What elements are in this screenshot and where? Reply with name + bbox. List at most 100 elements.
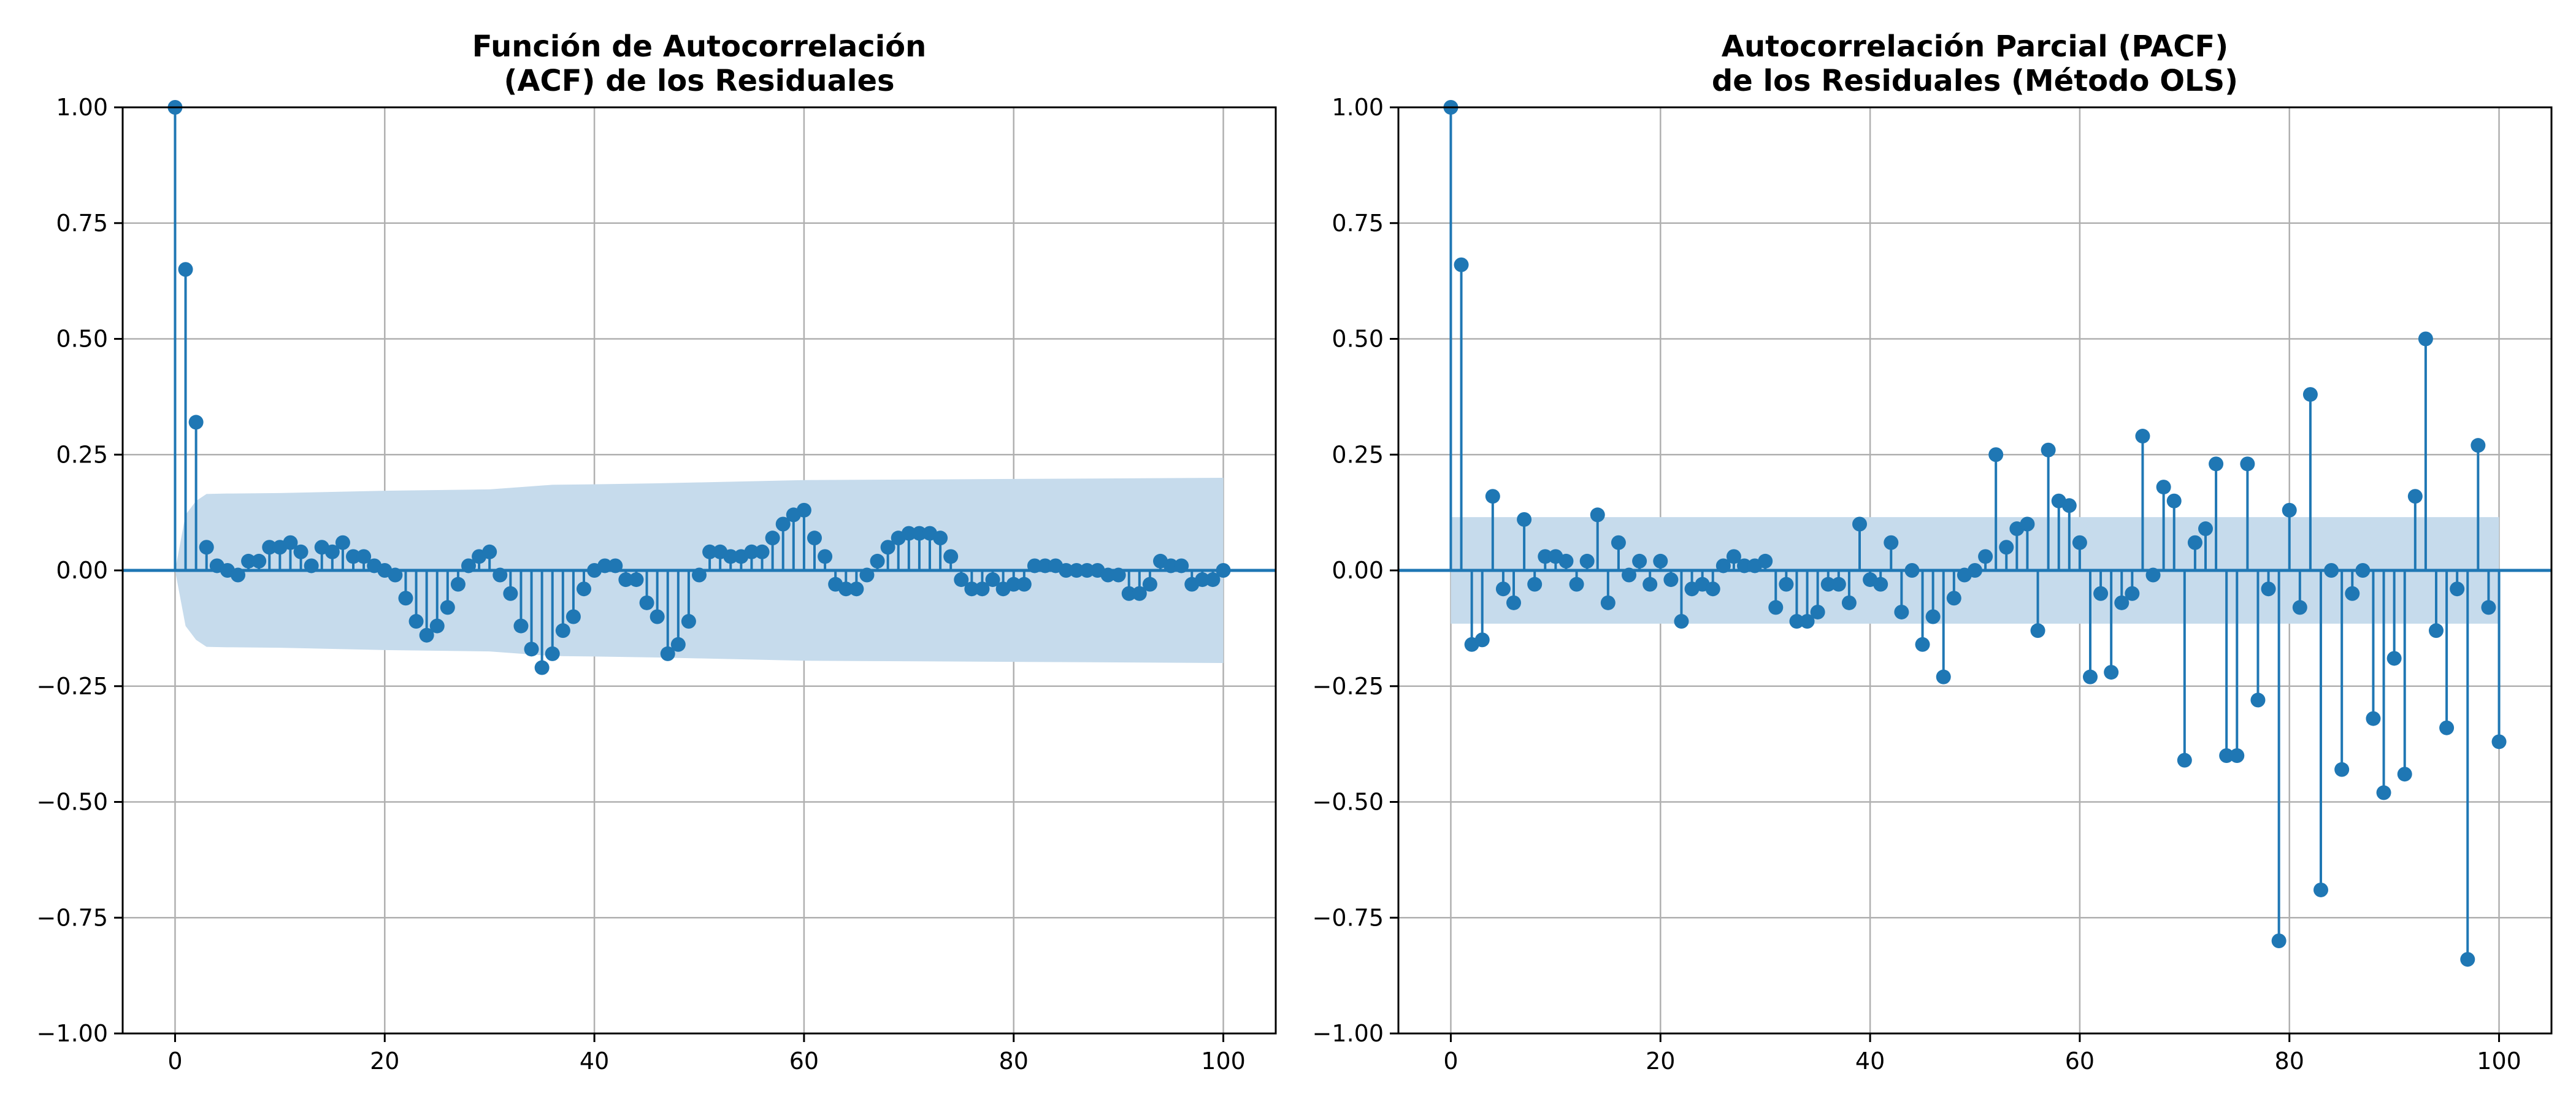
acf-xtick-label-0: 0 [167,1048,182,1075]
pacf-point-94 [2429,623,2444,638]
acf-point-1 [178,262,193,277]
acf-ytick-label-7: 0.75 [56,210,108,237]
pacf-point-8 [1527,577,1543,592]
acf-point-32 [503,586,518,601]
acf-point-78 [985,572,1000,588]
acf-point-28 [461,558,476,573]
acf-point-33 [513,618,529,634]
pacf-point-22 [1674,614,1689,629]
pacf-xtick-label-0: 0 [1443,1048,1458,1075]
pacf-point-81 [2292,600,2307,615]
pacf-point-39 [1852,516,1867,532]
pacf-xtick-label-1: 20 [1646,1048,1675,1075]
acf-ticks: 0 20 40 60 80 100 −1.00 −0.75 −0.50 −0.25 0.00 0.25… [37,94,1246,1075]
pacf-ytick-label-7: 0.75 [1332,210,1384,237]
acf-point-46 [650,609,665,624]
pacf-point-16 [1611,535,1626,550]
acf-xtick-label-3: 60 [789,1048,819,1075]
acf-point-34 [524,642,539,657]
acf-point-75 [954,572,969,588]
pacf-panel: Autocorrelación Parcial (PACF) de los Re… [1313,29,2553,1075]
acf-ytick-label-2: −0.50 [37,789,108,816]
pacf-point-56 [2030,623,2045,638]
pacf-point-86 [2345,586,2360,601]
pacf-point-73 [2209,456,2224,472]
pacf-point-63 [2104,665,2119,680]
pacf-point-75 [2229,748,2245,763]
acf-point-57 [765,531,780,546]
acf-point-26 [440,600,455,615]
acf-point-30 [482,544,497,559]
pacf-point-95 [2439,720,2455,735]
pacf-xtick-label-3: 60 [2065,1048,2095,1075]
pacf-point-70 [2177,753,2192,768]
pacf-ytick-label-1: −0.75 [1313,904,1384,931]
acf-point-58 [775,516,791,532]
acf-title-line-1: Función de Autocorrelación [472,29,927,64]
pacf-point-89 [2376,785,2391,800]
acf-point-27 [450,577,466,592]
acf-point-85 [1059,563,1074,578]
pacf-point-45 [1915,637,1930,652]
pacf-point-28 [1737,558,1752,573]
acf-ytick-label-1: −0.75 [37,904,108,931]
pacf-ytick-label-4: 0.00 [1332,557,1384,584]
acf-point-61 [807,531,822,546]
acf-point-50 [692,567,707,583]
acf-point-9 [262,540,277,555]
acf-point-47 [660,646,675,661]
pacf-point-92 [2407,489,2423,504]
acf-point-49 [681,614,696,629]
pacf-point-69 [2166,493,2182,508]
acf-point-48 [670,637,686,652]
pacf-stems [1398,100,2551,967]
pacf-point-43 [1894,604,1909,619]
pacf-point-6 [1506,595,1521,610]
pacf-point-91 [2397,767,2412,782]
acf-ytick-label-3: −0.25 [37,673,108,700]
pacf-point-33 [1789,614,1804,629]
pacf-title-line-1: Autocorrelación Parcial (PACF) [1722,29,2228,64]
acf-point-56 [754,544,770,559]
pacf-point-80 [2282,502,2297,518]
acf-point-35 [534,660,550,675]
pacf-point-52 [1988,447,2004,462]
acf-point-23 [408,614,424,629]
pacf-point-7 [1517,512,1532,527]
pacf-point-38 [1841,595,1857,610]
acf-point-64 [838,581,854,597]
pacf-point-85 [2334,762,2350,777]
acf-ytick-label-4: 0.00 [56,557,108,584]
pacf-point-82 [2302,387,2318,402]
pacf-point-3 [1474,632,1490,648]
pacf-point-98 [2471,438,2486,453]
pacf-point-77 [2250,692,2266,708]
acf-point-15 [324,544,340,559]
pacf-xtick-label-5: 100 [2477,1048,2521,1075]
acf-point-39 [577,581,591,597]
pacf-point-67 [2145,567,2161,583]
acf-point-41 [597,558,613,573]
pacf-point-12 [1569,577,1584,592]
acf-point-73 [933,531,948,546]
acf-point-53 [723,549,738,564]
pacf-ticks: 0 20 40 60 80 100 −1.00 −0.75 −0.50 −0.25 0.00 0.25… [1313,94,2521,1075]
pacf-point-11 [1558,553,1574,569]
acf-point-93 [1142,577,1157,592]
acf-point-82 [1027,558,1042,573]
acf-ytick-label-6: 0.50 [56,326,108,353]
acf-point-71 [911,526,927,541]
acf-point-42 [608,558,623,573]
acf-point-67 [870,553,885,569]
pacf-point-72 [2198,521,2213,537]
pacf-point-57 [2041,442,2056,458]
acf-point-17 [346,549,361,564]
acf-point-8 [251,553,267,569]
acf-point-12 [293,544,309,559]
pacf-point-37 [1831,577,1846,592]
acf-point-18 [356,549,372,564]
pacf-point-79 [2271,933,2287,948]
acf-point-6 [231,567,245,583]
acf-point-55 [744,544,759,559]
